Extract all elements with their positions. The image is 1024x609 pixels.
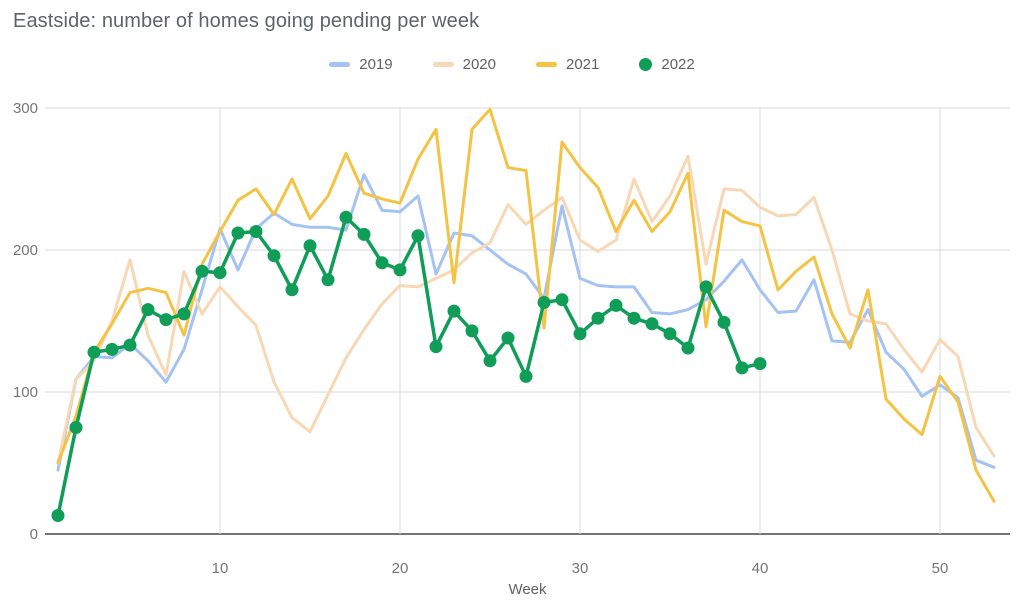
legend-item-2019: 2019 xyxy=(329,56,393,73)
data-point-2022 xyxy=(105,342,119,356)
legend-swatch-2019-icon xyxy=(329,62,351,67)
data-point-2022 xyxy=(627,311,641,325)
data-point-2022 xyxy=(609,298,623,312)
data-point-2022 xyxy=(483,354,497,368)
data-point-2022 xyxy=(537,296,551,309)
data-point-2022 xyxy=(339,210,353,224)
data-point-2022 xyxy=(213,266,227,280)
legend-swatch-2020-icon xyxy=(432,62,454,67)
y-tick-label: 200 xyxy=(13,242,38,259)
data-point-2022 xyxy=(357,227,371,241)
data-point-2022 xyxy=(519,369,533,383)
data-point-2022 xyxy=(555,293,569,307)
data-point-2022 xyxy=(393,263,407,277)
data-point-2022 xyxy=(159,313,173,327)
chart-legend: 2019 2020 2021 2022 xyxy=(0,56,1024,73)
data-point-2022 xyxy=(663,327,677,341)
data-point-2022 xyxy=(699,280,713,294)
data-point-2022 xyxy=(501,331,515,345)
data-point-2022 xyxy=(591,311,605,325)
data-point-2022 xyxy=(411,229,425,243)
y-tick-label: 0 xyxy=(30,526,38,543)
data-point-2022 xyxy=(321,273,335,287)
x-tick-label: 30 xyxy=(572,560,589,577)
series-line-2021 xyxy=(56,107,996,503)
data-point-2022 xyxy=(717,315,731,329)
data-point-2022 xyxy=(681,341,695,355)
data-point-2022 xyxy=(303,239,317,253)
y-tick-label: 300 xyxy=(13,100,38,117)
series-line-2020 xyxy=(56,154,996,465)
data-point-2022 xyxy=(735,361,749,375)
data-point-2022 xyxy=(141,303,155,317)
legend-item-2020: 2020 xyxy=(432,56,496,73)
data-point-2022 xyxy=(87,345,101,359)
legend-label-2022: 2022 xyxy=(661,56,695,73)
y-tick-label: 100 xyxy=(13,384,38,401)
data-point-2022 xyxy=(267,249,281,263)
x-tick-label: 10 xyxy=(212,560,229,577)
data-point-2022 xyxy=(177,307,191,321)
data-point-2022 xyxy=(123,338,137,352)
data-point-2022 xyxy=(465,324,479,338)
legend-item-2021: 2021 xyxy=(536,56,599,73)
data-point-2022 xyxy=(573,327,587,341)
legend-label-2020: 2020 xyxy=(462,56,496,73)
x-tick-label: 50 xyxy=(932,560,949,577)
data-point-2022 xyxy=(753,357,767,371)
data-point-2022 xyxy=(645,317,659,331)
x-tick-label: 40 xyxy=(752,560,769,577)
chart-title: Eastside: number of homes going pending … xyxy=(13,10,480,32)
series-line-2019 xyxy=(56,173,996,472)
series-line-2022 xyxy=(56,215,762,518)
x-tick-label: 20 xyxy=(392,560,409,577)
data-point-2022 xyxy=(69,421,83,434)
legend-swatch-2021-icon xyxy=(536,62,557,67)
legend-swatch-2022-icon xyxy=(639,58,653,71)
data-point-2022 xyxy=(195,264,209,278)
x-axis-title: Week xyxy=(508,581,547,598)
data-point-2022 xyxy=(447,304,461,318)
data-point-2022 xyxy=(285,283,299,297)
legend-item-2022: 2022 xyxy=(639,56,695,73)
data-point-2022 xyxy=(429,340,443,354)
data-point-2022 xyxy=(51,509,65,522)
data-point-2022 xyxy=(231,226,245,240)
data-point-2022 xyxy=(375,256,389,270)
data-point-2022 xyxy=(249,225,263,238)
legend-label-2019: 2019 xyxy=(359,56,393,73)
legend-label-2021: 2021 xyxy=(566,56,600,73)
